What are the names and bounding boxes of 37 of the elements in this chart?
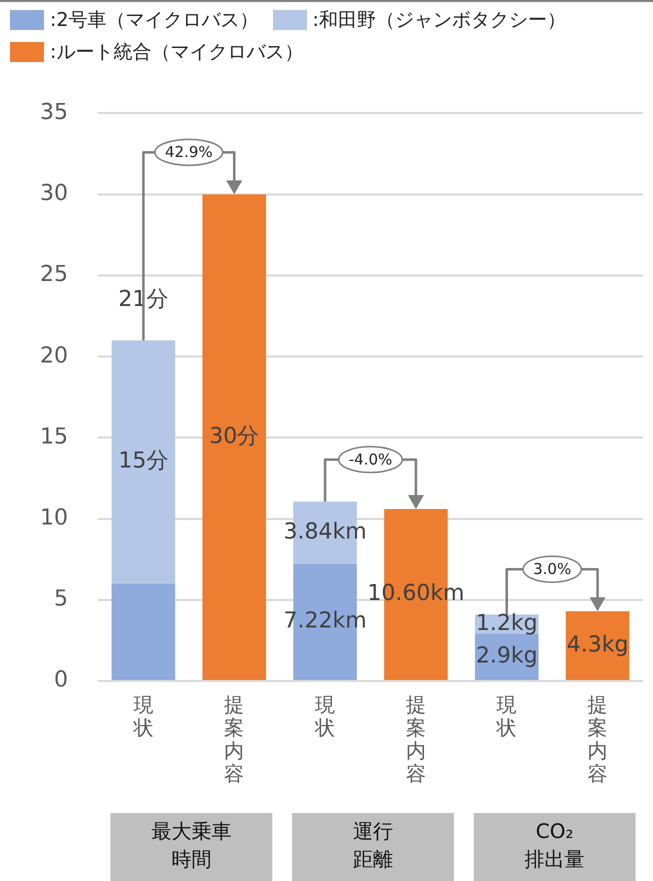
data-label: 3.84km <box>284 519 367 544</box>
text: 時間 <box>171 847 212 872</box>
bar <box>112 584 176 680</box>
bar <box>566 611 630 680</box>
x-tick-label: 現状 <box>496 692 517 740</box>
legend-label: :和田野（ジャンボタクシー） <box>312 8 566 33</box>
y-tick-label: 10 <box>40 505 68 530</box>
annotation: 42.9% <box>165 143 213 162</box>
y-tick-label: 15 <box>40 424 68 450</box>
data-label: 2.9kg <box>476 644 538 669</box>
bar <box>202 194 266 680</box>
total-label: 21分 <box>118 287 168 312</box>
y-tick-label: 30 <box>40 181 68 206</box>
text: 距離 <box>352 847 393 872</box>
y-tick-label: 5 <box>54 586 68 612</box>
x-tick-label: 提案内容 <box>224 692 244 786</box>
y-tick-label: 0 <box>54 668 68 693</box>
legend-label: :2号車（マイクロバス） <box>50 8 258 33</box>
y-tick-label: 20 <box>40 343 68 368</box>
text: 排出量 <box>524 847 585 872</box>
text: 最大乗車 <box>151 819 232 844</box>
y-tick-label: 35 <box>40 100 68 125</box>
bar <box>112 340 176 584</box>
x-tick-label: 現状 <box>314 692 336 740</box>
data-label: 30分 <box>209 424 260 449</box>
text: CO₂ <box>536 819 574 844</box>
annotation: 3.0% <box>533 560 572 578</box>
x-tick-label: 現状 <box>132 692 154 740</box>
annotation: -4.0% <box>348 450 392 468</box>
data-label: 1.2kg <box>476 610 538 636</box>
data-label: 15分 <box>118 448 168 474</box>
data-label: 4.3kg <box>566 632 628 658</box>
y-tick-label: 25 <box>40 262 68 288</box>
legend-label: :ルート統合（マイクロバス） <box>50 40 304 65</box>
text: 運行 <box>352 819 393 844</box>
x-tick-label: 提案内容 <box>406 692 426 786</box>
x-tick-label: 提案内容 <box>588 692 608 786</box>
